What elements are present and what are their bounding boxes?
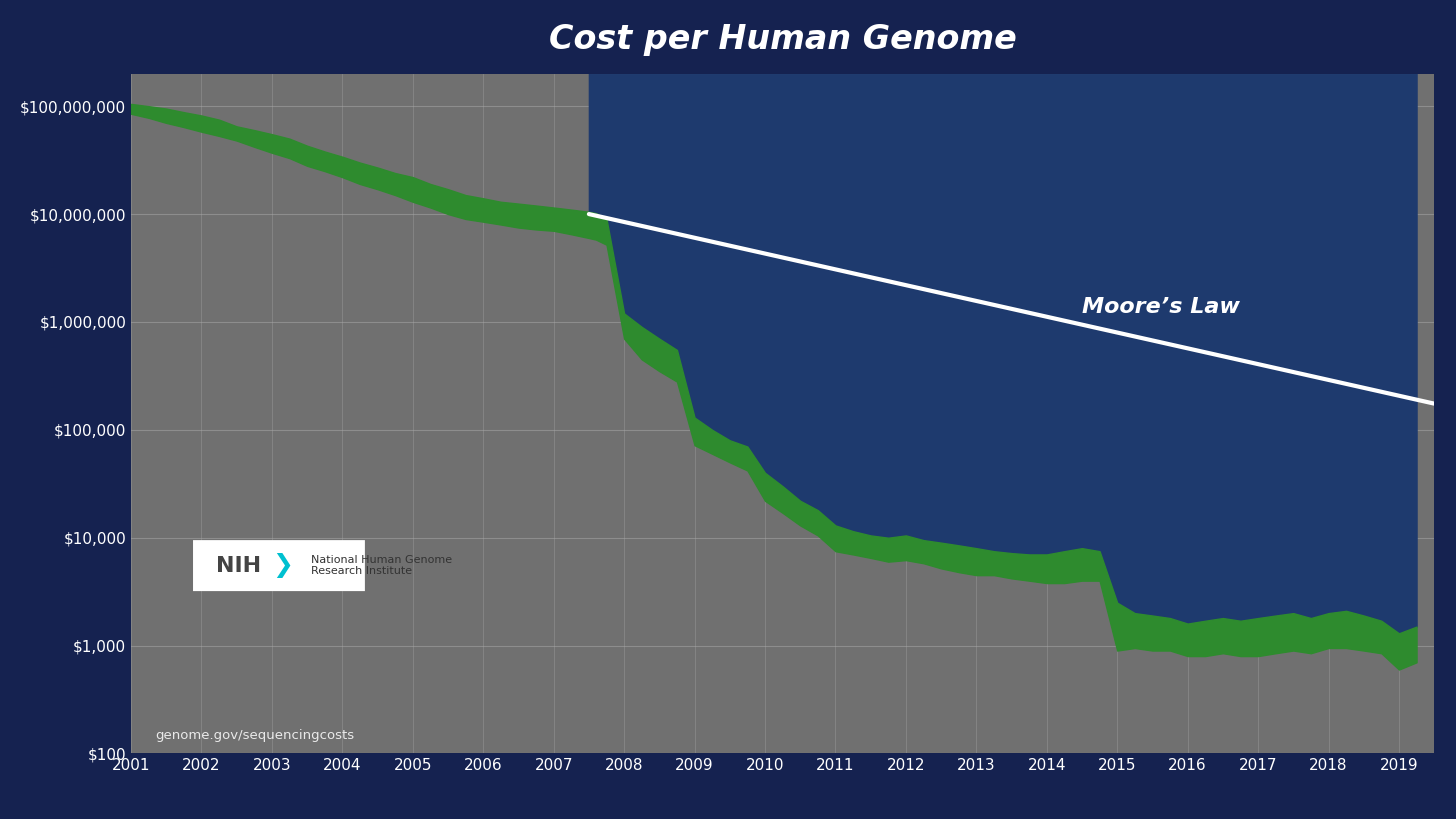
Text: ❯: ❯ — [272, 553, 293, 578]
Title: Cost per Human Genome: Cost per Human Genome — [549, 23, 1016, 56]
Text: NIH: NIH — [215, 555, 261, 576]
FancyBboxPatch shape — [194, 540, 365, 591]
Text: genome.gov/sequencingcosts: genome.gov/sequencingcosts — [156, 730, 355, 742]
Text: National Human Genome
Research Institute: National Human Genome Research Institute — [310, 554, 451, 577]
Text: Moore’s Law: Moore’s Law — [1082, 297, 1241, 318]
